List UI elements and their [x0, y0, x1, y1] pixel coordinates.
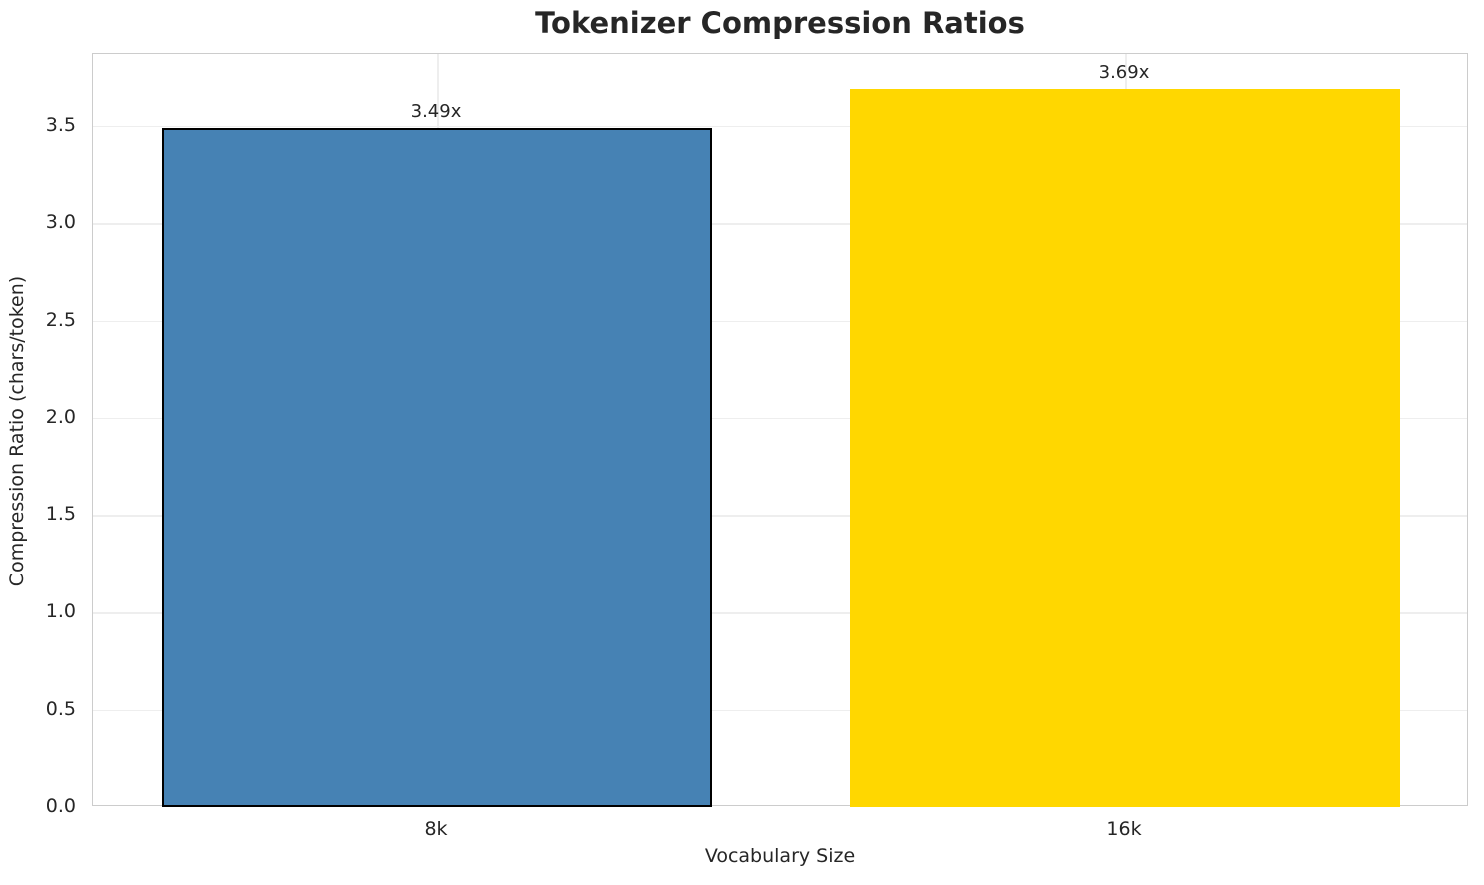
y-gridline [93, 709, 1467, 712]
plot-area [92, 53, 1468, 807]
y-tick-label: 2.5 [45, 308, 76, 331]
y-tick-label: 3.5 [45, 113, 76, 136]
x-tick-label: 16k [1106, 818, 1142, 840]
chart-title: Tokenizer Compression Ratios [535, 6, 1025, 40]
bar-8k [161, 127, 713, 807]
bar-value-label: 3.49x [410, 100, 462, 122]
y-tick-label: 2.0 [45, 405, 76, 428]
y-gridline [93, 417, 1467, 420]
y-gridline [93, 125, 1467, 128]
y-tick-label: 3.0 [45, 211, 76, 234]
y-gridline [93, 515, 1467, 517]
y-tick-label: 1.5 [45, 503, 76, 526]
bar-value-label: 3.69x [1098, 62, 1150, 84]
y-gridline [93, 223, 1467, 225]
y-tick-label: 0.0 [45, 795, 76, 817]
x-axis-label: Vocabulary Size [704, 845, 856, 867]
x-tick-label: 8k [424, 818, 448, 840]
bar-16k [849, 89, 1401, 807]
y-tick-label: 1.0 [45, 600, 76, 623]
y-tick-label: 0.5 [45, 697, 76, 720]
y-gridline [93, 320, 1467, 323]
y-gridline [93, 612, 1467, 614]
